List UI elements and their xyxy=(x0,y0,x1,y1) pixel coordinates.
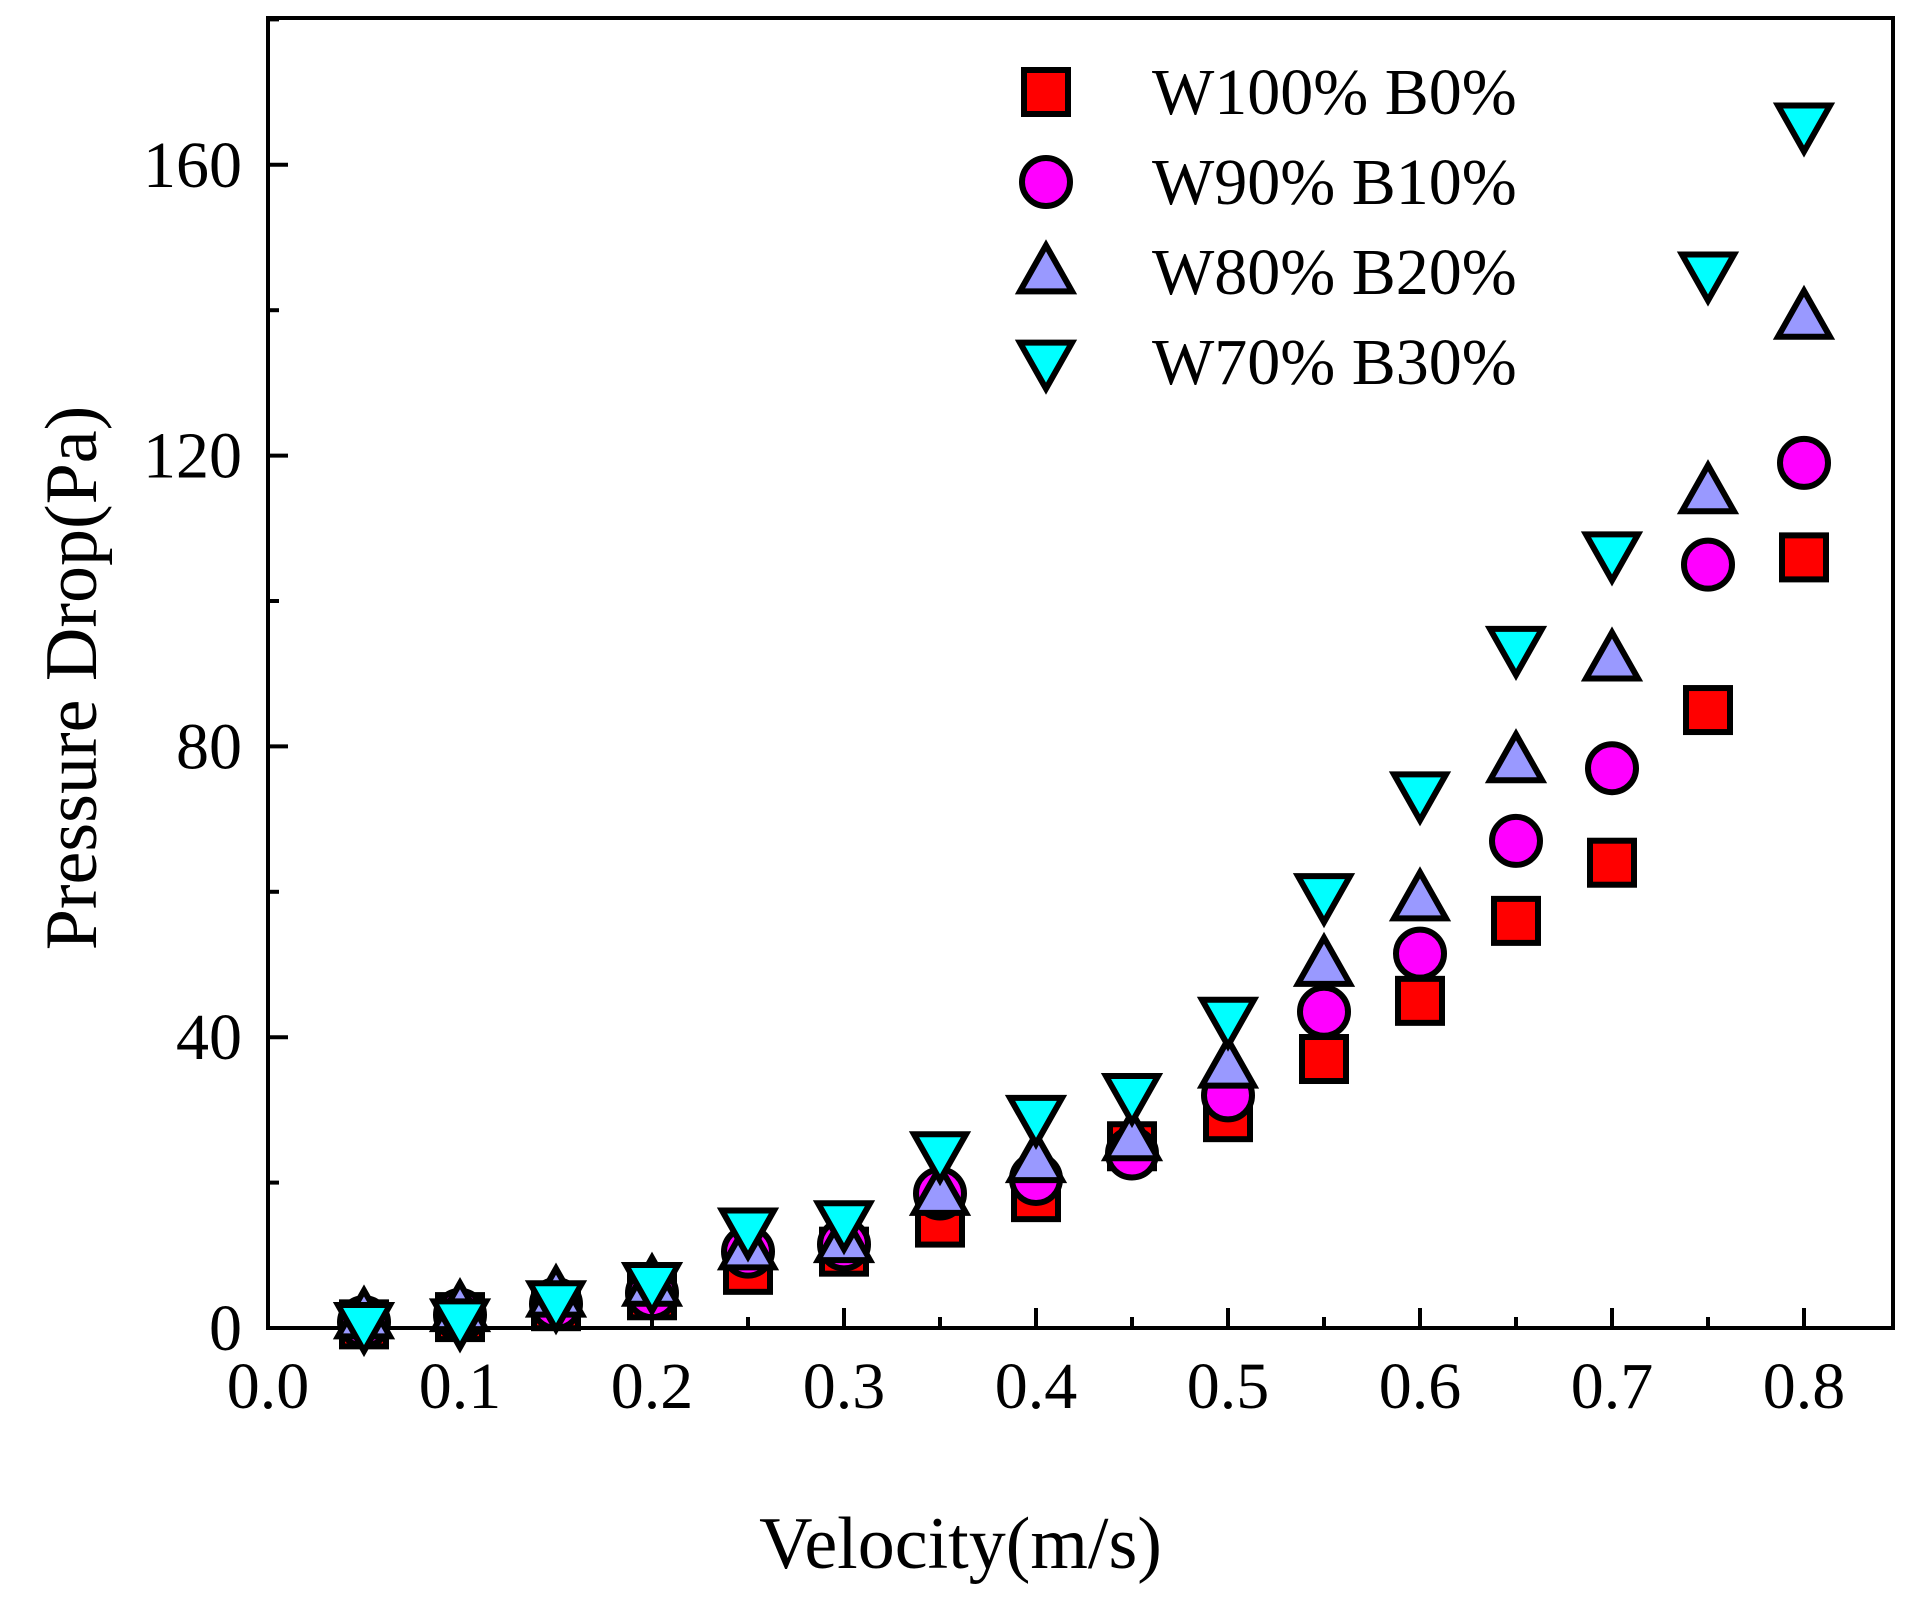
data-point xyxy=(1484,728,1548,784)
x-tick-label: 0.6 xyxy=(1379,1350,1462,1423)
plot-frame-group xyxy=(266,16,1895,1330)
data-point xyxy=(1580,626,1644,682)
data-point xyxy=(524,1280,588,1336)
data-point xyxy=(1292,873,1356,929)
plot-frame xyxy=(266,16,1895,1330)
data-point xyxy=(1676,459,1740,515)
data-point xyxy=(1585,741,1639,796)
legend-item: W70% B30% xyxy=(1014,326,1517,399)
x-tick-label: 0.0 xyxy=(227,1350,310,1423)
data-point xyxy=(1292,931,1356,987)
data-point xyxy=(1004,1128,1068,1184)
x-tick-label: 0.5 xyxy=(1187,1350,1270,1423)
data-point xyxy=(908,1160,972,1216)
data-point xyxy=(716,1207,780,1263)
legend-marker xyxy=(1019,155,1073,209)
y-tick-label: 80 xyxy=(176,710,242,783)
data-point xyxy=(1196,1033,1260,1089)
x-tick-label: 0.7 xyxy=(1571,1350,1654,1423)
ticks-group: 0.0 0.1 0.2 0.3 0.4 0.5 0.6 0.7 0.8 0 40 80 120 160 xyxy=(143,17,1846,1423)
legend-label: W90% B10% xyxy=(1152,146,1517,219)
data-point xyxy=(1388,866,1452,922)
data-point xyxy=(1772,102,1836,158)
data-point xyxy=(1681,537,1735,592)
legend-item: W100% B0% xyxy=(1021,56,1517,129)
data-point xyxy=(1491,895,1541,946)
data-point xyxy=(908,1131,972,1187)
legend-item: W80% B20% xyxy=(1014,236,1517,309)
y-tick-label: 120 xyxy=(143,420,242,493)
legend-item: W90% B10% xyxy=(1019,146,1517,219)
x-tick-label: 0.4 xyxy=(995,1350,1078,1423)
data-point xyxy=(332,1302,396,1358)
data-point xyxy=(1393,926,1447,981)
data-point xyxy=(428,1298,492,1354)
x-axis-title: Velocity(m/s) xyxy=(759,1503,1162,1585)
data-point xyxy=(1100,1073,1164,1129)
data-point xyxy=(1100,1106,1164,1162)
data-points xyxy=(332,102,1836,1358)
data-point xyxy=(1489,813,1543,868)
legend-marker xyxy=(1014,239,1078,295)
data-point xyxy=(1484,625,1548,682)
series-3 xyxy=(332,102,1836,1358)
data-point xyxy=(620,1262,684,1318)
data-point xyxy=(1580,531,1644,587)
data-point xyxy=(1779,532,1829,583)
legend-label: W70% B30% xyxy=(1152,326,1517,399)
x-tick-label: 0.1 xyxy=(419,1350,502,1423)
y-tick-label: 40 xyxy=(176,1001,242,1074)
x-tick-label: 0.3 xyxy=(803,1350,886,1423)
x-tick-label: 0.2 xyxy=(611,1350,694,1423)
legend-marker xyxy=(1021,67,1071,117)
data-point xyxy=(1196,996,1260,1052)
legend-marker xyxy=(1014,339,1078,395)
data-point xyxy=(1587,837,1637,888)
data-point xyxy=(1777,435,1831,490)
data-point xyxy=(1395,975,1445,1026)
data-point xyxy=(1388,771,1452,827)
x-tick-label: 0.8 xyxy=(1763,1350,1846,1423)
data-point xyxy=(1772,284,1836,340)
data-point xyxy=(1676,251,1740,307)
data-point xyxy=(1299,1034,1349,1085)
y-tick-label: 0 xyxy=(209,1292,242,1365)
y-tick-label: 160 xyxy=(143,129,242,202)
data-point xyxy=(1297,984,1351,1039)
y-axis-title: Pressure Drop(Pa) xyxy=(31,406,113,951)
data-point xyxy=(1683,685,1733,736)
legend-label: W100% B0% xyxy=(1152,56,1517,129)
data-point xyxy=(1004,1094,1068,1150)
legend-label: W80% B20% xyxy=(1152,236,1517,309)
legend: W100% B0% W90% B10% W80% B20% W70% B30% xyxy=(1014,56,1517,399)
data-point xyxy=(812,1200,876,1256)
